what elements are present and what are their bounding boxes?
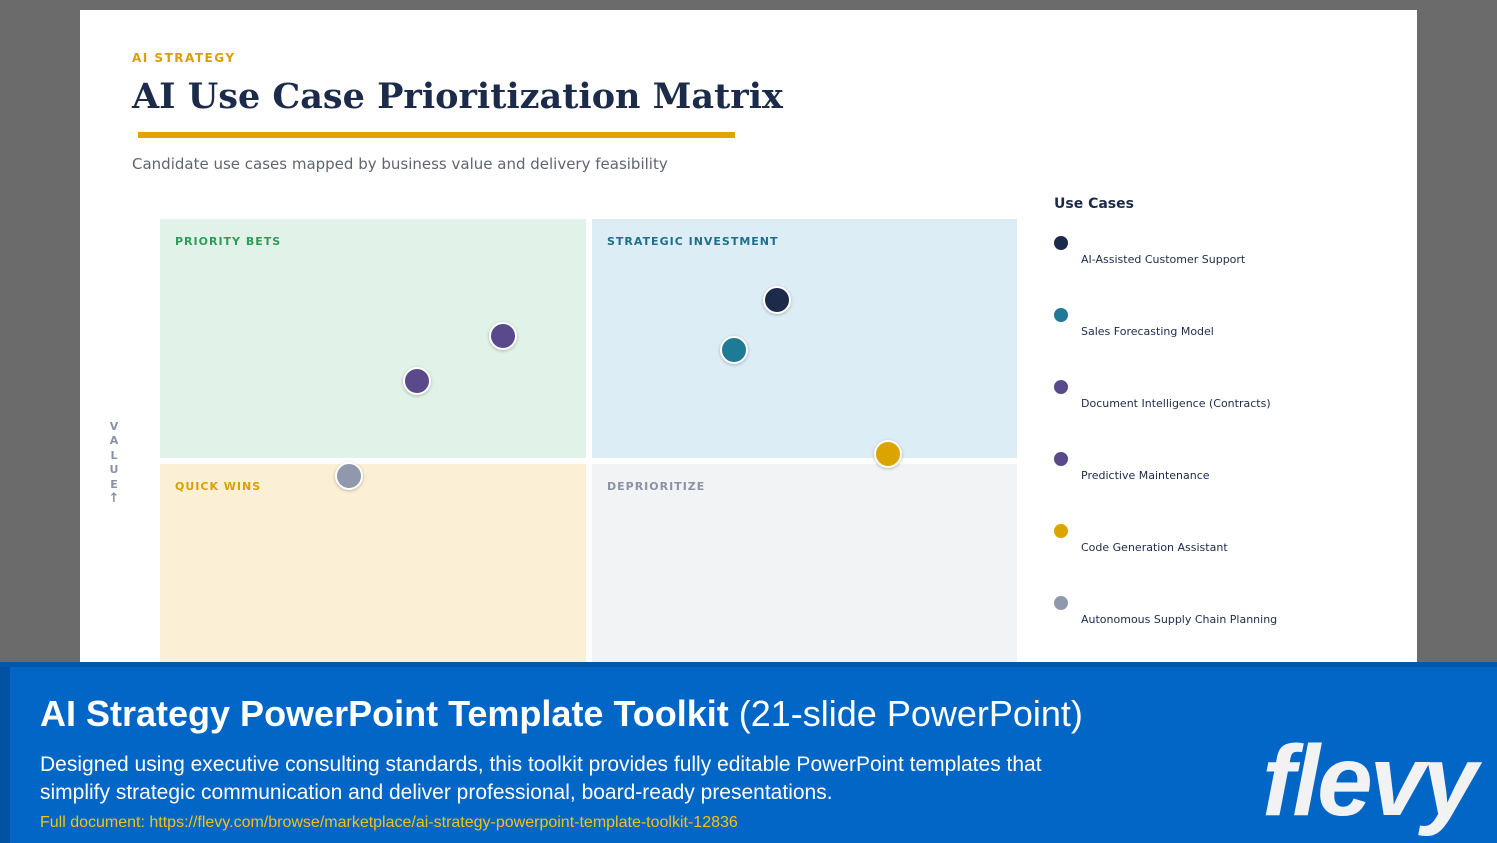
- slide-title: AI Use Case Prioritization Matrix: [132, 76, 783, 117]
- banner-description: Designed using executive consulting stan…: [40, 753, 1042, 804]
- arrow-up-icon: ↑: [108, 491, 120, 507]
- use-case-point[interactable]: [720, 335, 749, 364]
- use-case-point[interactable]: [763, 286, 792, 315]
- use-case-point[interactable]: [334, 462, 363, 491]
- y-axis-letter: A: [109, 434, 119, 448]
- quadrant-label: PRIORITY BETS: [175, 235, 282, 248]
- banner-document-link[interactable]: Full document: https://flevy.com/browse/…: [40, 814, 738, 831]
- y-axis-letter: U: [109, 463, 119, 477]
- quadrant-deprioritize: DEPRIORITIZE: [592, 464, 1017, 670]
- y-axis-letter: E: [110, 477, 118, 491]
- quadrant-priority-bets: PRIORITY BETS: [160, 219, 586, 458]
- quadrant-quick-wins: QUICK WINS: [160, 464, 586, 670]
- legend-swatch: [1054, 308, 1068, 322]
- legend-item: Predictive Maintenance: [1054, 452, 1384, 502]
- y-axis-letter: L: [110, 448, 118, 462]
- legend-label: Code Generation Assistant: [1081, 541, 1228, 554]
- slide: AI STRATEGY AI Use Case Prioritization M…: [80, 10, 1417, 670]
- use-case-point[interactable]: [874, 439, 903, 468]
- legend-item: Sales Forecasting Model: [1054, 308, 1384, 358]
- legend-label: AI-Assisted Customer Support: [1081, 253, 1246, 266]
- use-case-point[interactable]: [403, 367, 432, 396]
- legend-label: Document Intelligence (Contracts): [1081, 397, 1271, 410]
- use-case-point[interactable]: [488, 322, 517, 351]
- slide-subtitle: Candidate use cases mapped by business v…: [132, 155, 668, 173]
- flevy-logo: flevy: [1262, 725, 1478, 837]
- legend-label: Autonomous Supply Chain Planning: [1081, 613, 1278, 626]
- legend-swatch: [1054, 452, 1068, 466]
- banner-title: AI Strategy PowerPoint Template Toolkit …: [40, 693, 1083, 735]
- legend-item: AI-Assisted Customer Support: [1054, 236, 1384, 286]
- legend-label: Predictive Maintenance: [1081, 469, 1210, 482]
- y-axis-letter: V: [109, 420, 119, 433]
- banner-edge: [0, 667, 10, 843]
- promo-banner: AI Strategy PowerPoint Template Toolkit …: [0, 662, 1497, 843]
- quadrant-label: DEPRIORITIZE: [607, 480, 706, 493]
- legend-item: Code Generation Assistant: [1054, 524, 1384, 574]
- legend-item: Document Intelligence (Contracts): [1054, 380, 1384, 430]
- banner-title-rest: (21-slide PowerPoint): [728, 693, 1083, 734]
- legend-swatch: [1054, 236, 1068, 250]
- quadrant-strategic-investment: STRATEGIC INVESTMENT: [592, 219, 1017, 458]
- legend-item: Autonomous Supply Chain Planning: [1054, 596, 1384, 646]
- legend-swatch: [1054, 380, 1068, 394]
- legend-label: Sales Forecasting Model: [1081, 325, 1214, 338]
- legend-title: Use Cases: [1054, 196, 1134, 212]
- quadrant-label: QUICK WINS: [175, 480, 262, 493]
- legend-swatch: [1054, 524, 1068, 538]
- y-axis-label: V A L U E ↑: [106, 420, 122, 505]
- slide-eyebrow: AI STRATEGY: [132, 51, 236, 65]
- banner-title-bold: AI Strategy PowerPoint Template Toolkit: [40, 693, 729, 734]
- legend-swatch: [1054, 596, 1068, 610]
- quadrant-label: STRATEGIC INVESTMENT: [607, 235, 779, 248]
- title-underline: [138, 132, 735, 138]
